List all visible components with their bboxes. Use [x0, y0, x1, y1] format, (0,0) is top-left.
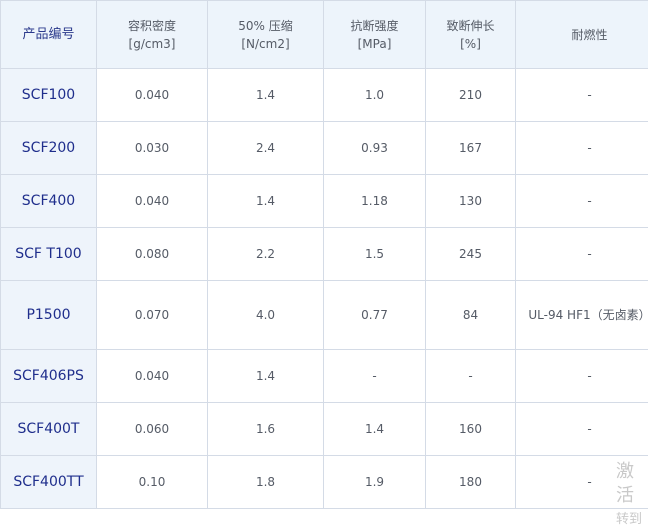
cell-elongation: 167 — [426, 122, 516, 175]
cell-flame: - — [516, 456, 648, 509]
cell-density: 0.040 — [97, 350, 208, 403]
cell-elongation: 84 — [426, 281, 516, 350]
header-compression-label: 50% 压缩 — [214, 17, 317, 35]
watermark-line2: 转到 — [616, 508, 648, 532]
cell-compression: 1.6 — [208, 403, 324, 456]
cell-strength: 1.5 — [324, 228, 426, 281]
header-strength-label: 抗断强度 — [330, 17, 419, 35]
cell-elongation: - — [426, 350, 516, 403]
cell-flame: - — [516, 69, 648, 122]
cell-model: SCF400T — [1, 403, 97, 456]
cell-density: 0.10 — [97, 456, 208, 509]
header-elongation: 致断伸长 [%] — [426, 1, 516, 69]
cell-density: 0.040 — [97, 69, 208, 122]
spec-table: 产品编号 容积密度 [g/cm3] 50% 压缩 [N/cm2] 抗断强度 [M… — [0, 0, 648, 509]
table-row: SCF400T 0.060 1.6 1.4 160 - — [1, 403, 648, 456]
table-row: P1500 0.070 4.0 0.77 84 UL-94 HF1（无卤素） — [1, 281, 648, 350]
table-row: SCF100 0.040 1.4 1.0 210 - — [1, 69, 648, 122]
cell-compression: 1.4 — [208, 175, 324, 228]
cell-strength: - — [324, 350, 426, 403]
table-body: SCF100 0.040 1.4 1.0 210 - SCF200 0.030 … — [1, 69, 648, 509]
cell-compression: 4.0 — [208, 281, 324, 350]
cell-density: 0.040 — [97, 175, 208, 228]
table-row: SCF400 0.040 1.4 1.18 130 - — [1, 175, 648, 228]
table-header: 产品编号 容积密度 [g/cm3] 50% 压缩 [N/cm2] 抗断强度 [M… — [1, 1, 648, 69]
cell-compression: 2.4 — [208, 122, 324, 175]
cell-model: P1500 — [1, 281, 97, 350]
cell-strength: 1.9 — [324, 456, 426, 509]
cell-flame: - — [516, 228, 648, 281]
cell-strength: 1.18 — [324, 175, 426, 228]
cell-density: 0.080 — [97, 228, 208, 281]
cell-compression: 1.8 — [208, 456, 324, 509]
cell-flame: UL-94 HF1（无卤素） — [516, 281, 648, 350]
header-compression: 50% 压缩 [N/cm2] — [208, 1, 324, 69]
cell-flame: - — [516, 350, 648, 403]
cell-compression: 1.4 — [208, 350, 324, 403]
header-flame-label: 耐燃性 — [522, 26, 648, 44]
table-row: SCF400TT 0.10 1.8 1.9 180 - — [1, 456, 648, 509]
cell-model: SCF406PS — [1, 350, 97, 403]
cell-model: SCF T100 — [1, 228, 97, 281]
cell-flame: - — [516, 175, 648, 228]
cell-density: 0.070 — [97, 281, 208, 350]
cell-flame: - — [516, 403, 648, 456]
cell-flame: - — [516, 122, 648, 175]
cell-model: SCF400 — [1, 175, 97, 228]
cell-elongation: 160 — [426, 403, 516, 456]
header-elongation-unit: [%] — [432, 35, 509, 53]
cell-elongation: 130 — [426, 175, 516, 228]
header-strength: 抗断强度 [MPa] — [324, 1, 426, 69]
header-compression-unit: [N/cm2] — [214, 35, 317, 53]
table-row: SCF T100 0.080 2.2 1.5 245 - — [1, 228, 648, 281]
header-density: 容积密度 [g/cm3] — [97, 1, 208, 69]
cell-model: SCF400TT — [1, 456, 97, 509]
table-row: SCF200 0.030 2.4 0.93 167 - — [1, 122, 648, 175]
cell-strength: 0.77 — [324, 281, 426, 350]
cell-density: 0.030 — [97, 122, 208, 175]
header-model-label: 产品编号 — [7, 26, 90, 44]
header-density-unit: [g/cm3] — [103, 35, 201, 53]
table-row: SCF406PS 0.040 1.4 - - - — [1, 350, 648, 403]
cell-compression: 2.2 — [208, 228, 324, 281]
cell-elongation: 180 — [426, 456, 516, 509]
cell-model: SCF100 — [1, 69, 97, 122]
cell-compression: 1.4 — [208, 69, 324, 122]
cell-model: SCF200 — [1, 122, 97, 175]
cell-strength: 0.93 — [324, 122, 426, 175]
header-flame: 耐燃性 — [516, 1, 648, 69]
cell-elongation: 245 — [426, 228, 516, 281]
header-strength-unit: [MPa] — [330, 35, 419, 53]
header-density-label: 容积密度 — [103, 17, 201, 35]
cell-elongation: 210 — [426, 69, 516, 122]
cell-strength: 1.0 — [324, 69, 426, 122]
header-row: 产品编号 容积密度 [g/cm3] 50% 压缩 [N/cm2] 抗断强度 [M… — [1, 1, 648, 69]
header-model: 产品编号 — [1, 1, 97, 69]
cell-density: 0.060 — [97, 403, 208, 456]
cell-strength: 1.4 — [324, 403, 426, 456]
header-elongation-label: 致断伸长 — [432, 17, 509, 35]
